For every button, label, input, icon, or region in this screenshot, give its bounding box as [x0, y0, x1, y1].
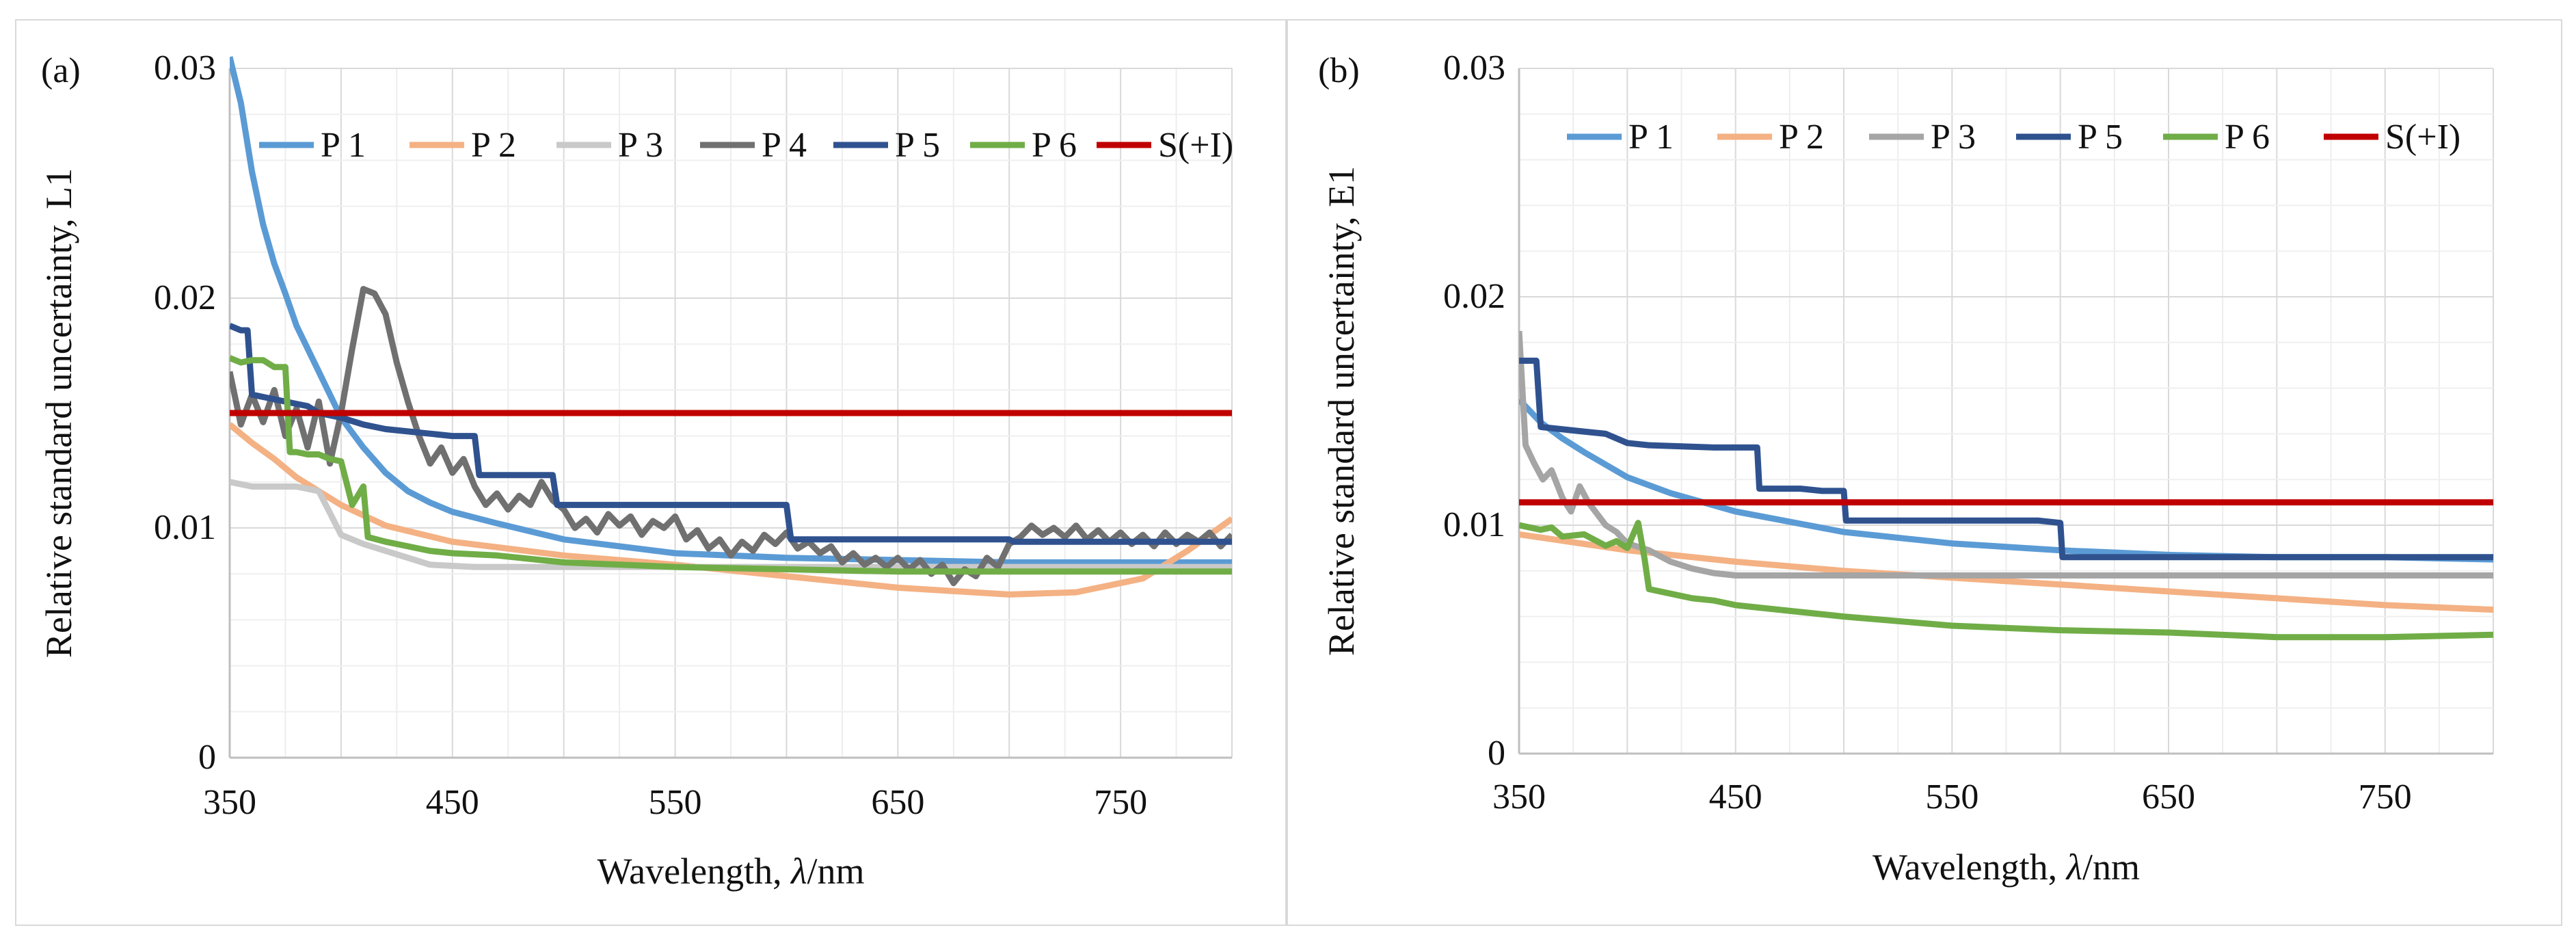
series-line-p-5: [1519, 358, 2493, 561]
legend-label: P 5: [2078, 118, 2123, 157]
legend-label: S(+I): [1158, 126, 1233, 165]
series-line-p-2: [1519, 531, 2493, 613]
y-tick-label: 0: [1488, 734, 1505, 773]
x-tick-label: 350: [1492, 778, 1546, 816]
x-tick-label: 650: [2142, 778, 2195, 816]
legend-label: P 2: [1779, 118, 1824, 157]
gridlines: [1518, 68, 2494, 754]
x-tick-label: 450: [426, 783, 479, 822]
x-tick-label: 750: [2359, 778, 2412, 816]
x-axis-title: Wavelength, λ/nm: [1873, 847, 2140, 888]
legend: P 1 P 2 P 3 P 4 P 5 P 6 S(+I): [259, 126, 1233, 165]
legend-label: P 1: [321, 126, 366, 165]
x-tick-label: 350: [203, 783, 256, 822]
series-line-p-3: [1519, 330, 2493, 579]
legend-label: S(+I): [2385, 118, 2460, 157]
y-tick-label: 0.03: [1443, 49, 1505, 88]
legend-label: P 3: [1931, 118, 1976, 157]
legend-label: P 4: [762, 126, 807, 165]
x-tick-label: 750: [1094, 783, 1147, 822]
panel-label: (b): [1318, 51, 1360, 90]
series-group: [230, 56, 1232, 598]
x-tick-label: 650: [871, 783, 924, 822]
x-axis-title: Wavelength, λ/nm: [598, 851, 865, 892]
series-line-p-4: [230, 286, 1232, 587]
x-tick-label: 450: [1709, 778, 1762, 816]
y-tick-label: 0.03: [154, 49, 216, 88]
y-tick-label: 0.01: [1443, 505, 1505, 544]
series-line-p-6: [1519, 520, 2493, 641]
y-tick-label: 0: [198, 738, 216, 777]
legend-label: P 2: [471, 126, 516, 165]
legend-label: P 5: [895, 126, 940, 165]
chart-b-svg: 0 0.01 0.02 0.03 350 450 550 650 750 (b) Relative …: [1318, 49, 2494, 888]
legend-label: P 6: [1032, 126, 1077, 165]
y-tick-label: 0.02: [1443, 277, 1505, 316]
legend-label: P 6: [2225, 118, 2270, 157]
legend: P 1 P 2 P 3 P 5 P 6 S(+I): [1567, 118, 2460, 157]
chart-a-svg: 0 0.01 0.02 0.03 350 450 550 650 750 (a) Relative …: [38, 49, 1233, 892]
y-tick-label: 0.02: [154, 278, 216, 317]
series-line-p-2: [230, 422, 1232, 598]
y-axis-title: Relative standard uncertainty, E1: [1321, 166, 1362, 656]
series-line-p-5: [230, 323, 1232, 545]
series-group: [1519, 330, 2493, 641]
panel-label: (a): [41, 51, 81, 90]
legend-label: P 1: [1628, 118, 1674, 157]
x-tick-label: 550: [1925, 778, 1978, 816]
x-tick-label: 550: [649, 783, 702, 822]
y-tick-label: 0.01: [154, 508, 216, 547]
series-line-p-6: [230, 355, 1232, 575]
y-axis-title: Relative standard uncertainty, L1: [38, 168, 79, 658]
chart-panel-b: 0 0.01 0.02 0.03 350 450 550 650 750 (b) Relative …: [1287, 19, 2562, 926]
chart-panel-a: 0 0.01 0.02 0.03 350 450 550 650 750 (a) Relative …: [15, 19, 1287, 926]
legend-label: P 3: [618, 126, 663, 165]
